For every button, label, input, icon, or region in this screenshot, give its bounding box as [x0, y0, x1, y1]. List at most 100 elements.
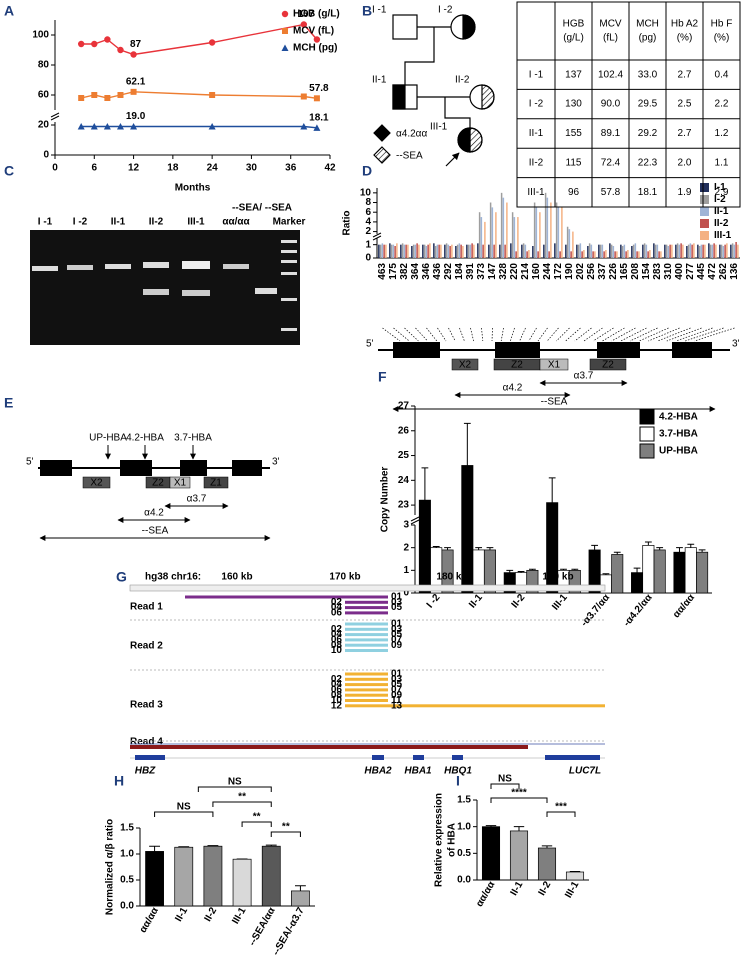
- bar: [581, 251, 583, 258]
- probe-connector: [528, 327, 537, 342]
- bar: [526, 251, 528, 258]
- gel-lane-label: III-1: [187, 217, 205, 228]
- marker-band: [281, 250, 297, 253]
- segment-label: 02: [331, 624, 343, 635]
- segment-label: 02: [331, 597, 343, 608]
- table-cell: 137: [565, 69, 582, 80]
- legend-label: III-1: [714, 230, 732, 241]
- error-bar: [528, 568, 536, 571]
- bar: [680, 243, 682, 258]
- table-cell: 2.7: [678, 128, 692, 139]
- y-axis-label: Ratio: [342, 211, 353, 236]
- x-tick-label: I -2: [425, 592, 443, 610]
- bar: [653, 243, 655, 258]
- bar: [460, 244, 462, 258]
- pedigree-line: [444, 97, 471, 128]
- gene-label: HBA1: [404, 766, 432, 777]
- bar: [676, 243, 679, 258]
- error-bar: [613, 551, 621, 555]
- segment-label: 01: [391, 669, 403, 680]
- table-cell: 155: [565, 128, 582, 139]
- axis-break: [410, 516, 420, 522]
- bar: [720, 244, 723, 258]
- segment-label: 04: [331, 629, 343, 640]
- track-header: [129, 584, 606, 592]
- table-cell: III-1: [527, 187, 545, 198]
- bar: [645, 244, 648, 258]
- segment-label: 07: [391, 685, 403, 696]
- probe-connector: [602, 327, 625, 342]
- segment-label: 06: [331, 635, 343, 646]
- gel-lane-label: Marker: [273, 217, 306, 228]
- significance-label: **: [238, 792, 246, 803]
- x-tick-label: 445: [696, 263, 707, 280]
- bar: [603, 251, 605, 258]
- bar: [689, 243, 692, 258]
- bar: [664, 244, 666, 258]
- bar: [429, 243, 431, 258]
- bar: [477, 243, 479, 258]
- probe-connector: [415, 327, 428, 342]
- read-segment: [345, 672, 388, 676]
- y-tick-label: 0.5: [457, 848, 471, 859]
- read-segment: [345, 683, 388, 687]
- read-label: Read 3: [130, 700, 163, 711]
- x-tick-label: 373: [476, 263, 487, 280]
- bar: [493, 244, 495, 258]
- bar: [416, 243, 418, 258]
- bar: [499, 244, 501, 258]
- bar: [693, 243, 695, 258]
- legend-swatch: [700, 207, 709, 216]
- bar: [642, 545, 655, 594]
- x-tick-label: 202: [575, 263, 586, 280]
- probe-connector: [629, 327, 658, 342]
- probe-connector: [519, 327, 526, 342]
- probe-connector: [426, 327, 438, 342]
- bar: [592, 251, 594, 258]
- y-tick-label: 0: [365, 253, 371, 264]
- homology-label: X2: [459, 360, 472, 371]
- error-bar: [591, 544, 599, 550]
- legend-diamond: [373, 124, 391, 142]
- bar: [396, 243, 398, 258]
- bar: [385, 244, 387, 258]
- gel-band: [223, 264, 249, 269]
- marker: [282, 28, 288, 34]
- proband-arrow: [445, 152, 460, 167]
- bar: [660, 251, 662, 258]
- y-tick-label: 1: [403, 565, 409, 576]
- table-cell: 89.1: [601, 128, 621, 139]
- bar: [537, 847, 557, 881]
- read-segment: [345, 622, 388, 626]
- gel-lane-label: αα/αα: [222, 217, 250, 228]
- x-tick-label: 337: [597, 263, 608, 280]
- bar: [550, 202, 552, 258]
- marker: [313, 95, 320, 102]
- y-tick-label: 0: [403, 588, 409, 599]
- marker: [117, 46, 124, 54]
- read-segment: [345, 699, 388, 702]
- marker: [117, 92, 124, 98]
- y-axis-label: Copy Number: [380, 467, 391, 533]
- bar: [543, 244, 545, 258]
- probe-connector: [404, 327, 419, 342]
- bar: [684, 547, 697, 594]
- axis-break: [372, 235, 382, 241]
- probe-connector: [565, 327, 581, 342]
- kb-label: 190 kb: [542, 572, 573, 583]
- pedigree-labels: I -1 I -2 II-1 II-2 III-1 α4.2αα --SEA: [372, 5, 470, 162]
- x-tick-label: II-1: [467, 592, 485, 610]
- significance-label: NS: [228, 777, 242, 788]
- table-header: (%): [677, 33, 693, 44]
- bar: [642, 244, 644, 258]
- segment-label: 03: [391, 674, 403, 685]
- bar: [261, 845, 281, 907]
- gene-box: [232, 460, 262, 476]
- value-label: 62.1: [126, 76, 146, 87]
- error-bar: [698, 549, 706, 553]
- y-tick-label: 1: [365, 239, 371, 250]
- bar: [711, 244, 714, 258]
- probe-connector: [491, 327, 493, 342]
- gene-model: [135, 755, 165, 760]
- probe-connector: [537, 327, 548, 342]
